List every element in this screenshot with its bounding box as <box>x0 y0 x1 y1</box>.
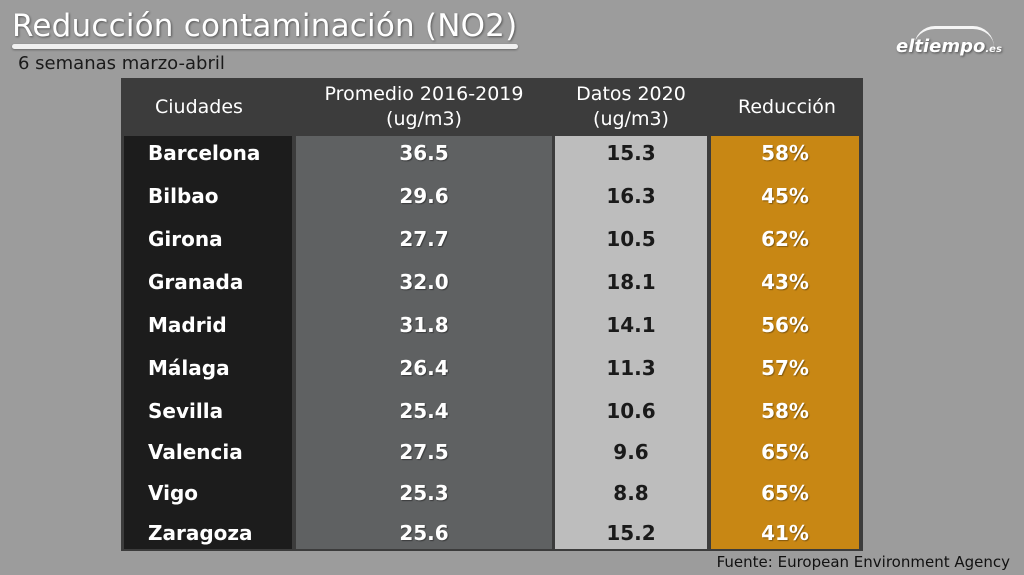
average-cell: 26.4 <box>399 356 449 380</box>
reduction-cell: 43% <box>761 270 809 294</box>
data2020-cell: 18.1 <box>606 270 656 294</box>
city-cell: Sevilla <box>148 399 224 423</box>
reduction-cell: 62% <box>761 227 809 251</box>
table-row: Málaga 26.4 11.3 57% <box>124 348 860 388</box>
header-data2020: Datos 2020 (ug/m3) <box>555 80 707 134</box>
average-column-background <box>296 136 552 549</box>
city-cell: Girona <box>148 227 223 251</box>
header-average-label: Promedio 2016-2019 <box>324 83 524 105</box>
average-cell: 31.8 <box>399 313 449 337</box>
table-row: Barcelona 36.5 15.3 58% <box>124 133 860 173</box>
header-city: Ciudades <box>124 80 274 134</box>
city-cell: Barcelona <box>148 141 261 165</box>
header-reduction-label: Reducción <box>738 95 836 118</box>
header-city-label: Ciudades <box>155 95 243 118</box>
average-cell: 27.5 <box>399 440 449 464</box>
city-cell: Granada <box>148 270 244 294</box>
title-underline <box>12 44 518 49</box>
reduction-cell: 58% <box>761 141 809 165</box>
table-row: Madrid 31.8 14.1 56% <box>124 305 860 345</box>
table-row: Bilbao 29.6 16.3 45% <box>124 176 860 216</box>
reduction-cell: 56% <box>761 313 809 337</box>
reduction-cell: 58% <box>761 399 809 423</box>
table-row: Valencia 27.5 9.6 65% <box>124 432 860 472</box>
header-average: Promedio 2016-2019 (ug/m3) <box>296 80 552 134</box>
data2020-cell: 11.3 <box>606 356 656 380</box>
table-row: Zaragoza 25.6 15.2 41% <box>124 513 860 553</box>
data2020-cell: 8.8 <box>613 481 649 505</box>
data2020-cell: 10.6 <box>606 399 656 423</box>
logo-name: eltiempo <box>896 36 986 57</box>
data2020-cell: 14.1 <box>606 313 656 337</box>
source-note: Fuente: European Environment Agency <box>716 553 1010 571</box>
data2020-cell: 15.2 <box>606 521 656 545</box>
reduction-cell: 45% <box>761 184 809 208</box>
reduction-cell: 57% <box>761 356 809 380</box>
eltiempo-logo: eltiempo.es <box>890 26 1010 62</box>
cloud-icon <box>914 26 994 47</box>
table-row: Vigo 25.3 8.8 65% <box>124 473 860 513</box>
data2020-cell: 15.3 <box>606 141 656 165</box>
logo-suffix: .es <box>985 44 1002 55</box>
table-row: Granada 32.0 18.1 43% <box>124 262 860 302</box>
average-cell: 36.5 <box>399 141 449 165</box>
city-cell: Madrid <box>148 313 227 337</box>
city-column-background <box>124 136 292 549</box>
average-cell: 25.3 <box>399 481 449 505</box>
table-row: Sevilla 25.4 10.6 58% <box>124 391 860 431</box>
reduction-cell: 41% <box>761 521 809 545</box>
table-row: Girona 27.7 10.5 62% <box>124 219 860 259</box>
header-reduction: Reducción <box>711 80 863 134</box>
city-cell: Málaga <box>148 356 230 380</box>
data2020-cell: 16.3 <box>606 184 656 208</box>
header-data2020-label: Datos 2020 <box>576 83 686 105</box>
header-data2020-unit: (ug/m3) <box>593 108 669 130</box>
average-cell: 25.6 <box>399 521 449 545</box>
page-subtitle: 6 semanas marzo-abril <box>18 53 225 74</box>
header-average-unit: (ug/m3) <box>386 108 462 130</box>
page-title: Reducción contaminación (NO2) <box>12 8 518 44</box>
average-cell: 27.7 <box>399 227 449 251</box>
city-cell: Zaragoza <box>148 521 253 545</box>
logo-text: eltiempo.es <box>896 36 1002 57</box>
data2020-cell: 9.6 <box>613 440 649 464</box>
data2020-cell: 10.5 <box>606 227 656 251</box>
city-cell: Bilbao <box>148 184 219 208</box>
reduction-cell: 65% <box>761 481 809 505</box>
average-cell: 32.0 <box>399 270 449 294</box>
city-cell: Valencia <box>148 440 243 464</box>
average-cell: 29.6 <box>399 184 449 208</box>
city-cell: Vigo <box>148 481 199 505</box>
data2020-column-background <box>555 136 707 549</box>
reduction-column-background <box>711 136 859 549</box>
average-cell: 25.4 <box>399 399 449 423</box>
reduction-cell: 65% <box>761 440 809 464</box>
